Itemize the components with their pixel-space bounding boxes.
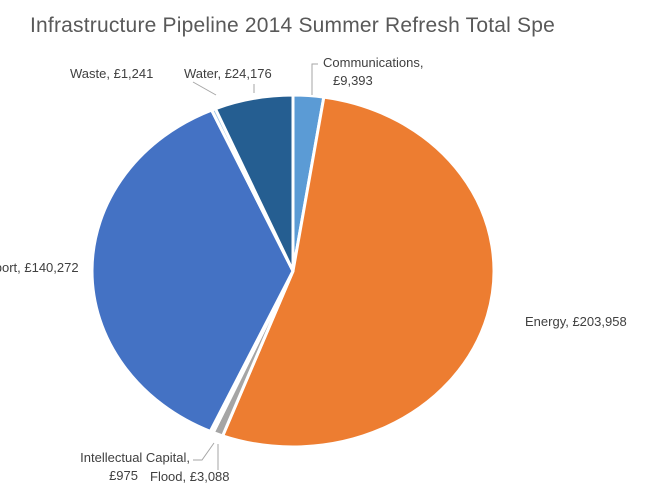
data-label-waste: Waste, £1,241 [70,66,153,81]
pie-slice-energy [221,95,496,449]
data-label-transport: Transport, £140,272 [0,260,79,275]
data-label-intellectual-capital: Intellectual Capital, £975 [80,450,190,483]
data-label-flood: Flood, £3,088 [150,469,230,484]
data-label-communications: Communications, £9,393 [323,55,423,88]
leader-line [192,81,217,96]
data-label-energy: Energy, £203,958 [525,314,627,329]
data-label-water: Water, £24,176 [184,66,272,81]
leader-line [311,63,318,95]
chart-title: Infrastructure Pipeline 2014 Summer Refr… [30,14,555,37]
pie-slice-transport [90,108,295,433]
leader-line [193,442,215,461]
pie-slice-water [213,93,295,273]
